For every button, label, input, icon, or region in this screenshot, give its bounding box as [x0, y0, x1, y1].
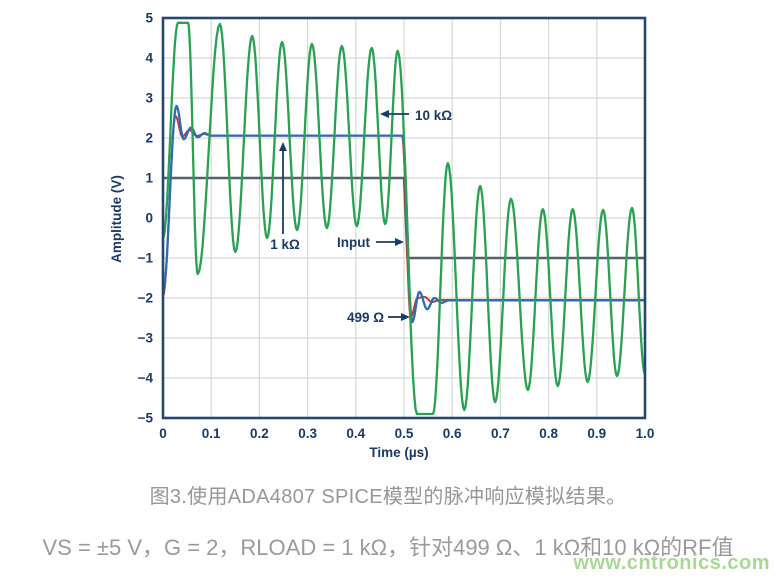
y-tick-label: 0 — [145, 211, 153, 226]
y-tick-label: 2 — [145, 131, 153, 146]
x-tick-label: 0.3 — [298, 426, 317, 441]
figure-caption: 图3.使用ADA4807 SPICE模型的脉冲响应模拟结果。 — [149, 486, 627, 508]
label-10k: 10 kΩ — [415, 108, 452, 123]
y-axis-title: Amplitude (V) — [109, 175, 124, 263]
y-tick-label: −3 — [138, 331, 154, 346]
y-tick-label: 1 — [145, 171, 153, 186]
x-tick-label: 0.9 — [587, 426, 606, 441]
label-input: Input — [337, 235, 370, 250]
x-tick-label: 0.2 — [250, 426, 269, 441]
label-499-arrowhead — [401, 313, 410, 321]
y-tick-label: 4 — [145, 51, 153, 66]
figure-chart: 0 0.1 0.2 0.3 0.4 0.5 0.6 0.7 0.8 0.9 1.0 5 4 3 2 1 0 −1 −… — [109, 11, 655, 461]
y-tick-label: −1 — [138, 251, 154, 266]
x-tick-label: 0.4 — [346, 426, 365, 441]
x-tick-label: 0.1 — [202, 426, 221, 441]
y-tick-label: −2 — [138, 291, 153, 306]
x-tick-label: 0.7 — [491, 426, 510, 441]
label-10k-arrowhead — [380, 110, 389, 118]
label-input-arrowhead — [395, 238, 404, 246]
figure-conditions: VS = ±5 V，G = 2，RLOAD = 1 kΩ，针对499 Ω、1 k… — [42, 535, 734, 560]
plot-border — [161, 16, 647, 420]
y-tick-label: −4 — [138, 371, 154, 386]
x-tick-label: 0.6 — [443, 426, 462, 441]
label-499: 499 Ω — [347, 310, 384, 325]
grid-lines — [163, 18, 645, 418]
tick-labels: 0 0.1 0.2 0.3 0.4 0.5 0.6 0.7 0.8 0.9 1.0 5 4 3 2 1 0 −1 −… — [138, 11, 655, 442]
y-tick-label: −5 — [138, 411, 154, 426]
trace-r10k — [161, 21, 647, 416]
y-tick-label: 5 — [145, 11, 153, 26]
x-tick-label: 0.5 — [395, 426, 414, 441]
x-tick-label: 1.0 — [636, 426, 655, 441]
annotations: 10 kΩ 1 kΩ Input 499 Ω — [270, 108, 452, 325]
x-axis-title: Time (µs) — [369, 445, 428, 460]
label-1k-arrowhead — [279, 142, 287, 151]
x-tick-label: 0.8 — [539, 426, 558, 441]
x-tick-label: 0 — [159, 426, 167, 441]
watermark: www.cntronics.com — [573, 552, 770, 574]
label-1k: 1 kΩ — [270, 237, 300, 252]
pulse-response-chart: 0 0.1 0.2 0.3 0.4 0.5 0.6 0.7 0.8 0.9 1.0 5 4 3 2 1 0 −1 −… — [109, 11, 655, 461]
y-tick-label: 3 — [145, 91, 153, 106]
